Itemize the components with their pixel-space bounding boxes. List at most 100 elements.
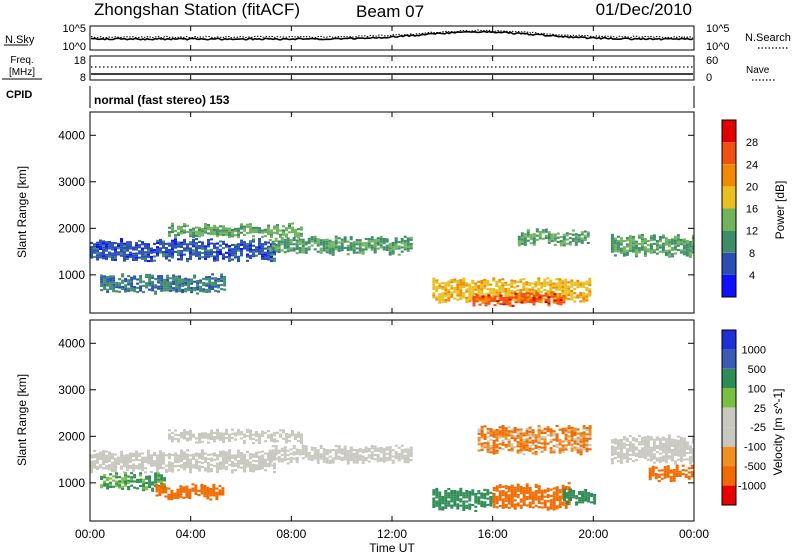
- velocity-cell: [492, 487, 496, 490]
- power-cell: [523, 293, 527, 296]
- power-cell: [649, 247, 653, 250]
- velocity-cell: [138, 452, 141, 455]
- velocity-cell: [127, 479, 131, 482]
- power-cell: [649, 237, 653, 240]
- power-cell: [682, 249, 686, 252]
- velocity-cell: [519, 488, 523, 491]
- velocity-cell: [304, 447, 308, 450]
- power-cell: [355, 251, 359, 254]
- power-cell: [319, 251, 323, 254]
- velocity-cell: [588, 444, 592, 447]
- velocity-cell: [105, 465, 108, 468]
- power-cell: [201, 234, 204, 237]
- power-cell: [261, 251, 264, 254]
- power-cell: [444, 298, 448, 301]
- power-cell: [409, 247, 413, 250]
- velocity-cell: [510, 501, 514, 504]
- power-cell: [685, 248, 689, 251]
- power-cell: [337, 241, 341, 244]
- power-cell: [237, 245, 240, 248]
- velocity-cell: [525, 434, 529, 437]
- power-cell: [553, 299, 557, 302]
- power-cell: [168, 255, 171, 258]
- power-cell: [397, 247, 401, 250]
- velocity-cell: [489, 502, 493, 505]
- velocity-cell: [109, 481, 113, 484]
- power-cell: [177, 245, 180, 248]
- power-cell: [546, 292, 550, 295]
- power-cell: [156, 252, 159, 255]
- velocity-cell: [156, 465, 159, 468]
- power-cell: [334, 241, 338, 244]
- velocity-cell: [652, 457, 656, 460]
- noise-left-tick-top: 10^5: [62, 23, 86, 35]
- power-cell: [385, 240, 389, 243]
- power-cell: [231, 243, 234, 246]
- power-cell: [90, 250, 93, 253]
- power-cell: [459, 289, 463, 292]
- velocity-cell: [510, 503, 514, 506]
- velocity-cell: [189, 436, 192, 439]
- power-cell: [391, 252, 395, 255]
- velocity-cell: [216, 429, 219, 432]
- velocity-cell: [513, 445, 517, 448]
- velocity-cell: [231, 454, 234, 457]
- power-cell: [210, 242, 213, 245]
- power-cell: [274, 246, 278, 249]
- velocity-cell: [631, 453, 635, 456]
- velocity-cell: [133, 480, 137, 483]
- velocity-cell: [474, 499, 478, 502]
- power-cell: [564, 278, 568, 281]
- velocity-cell: [385, 446, 389, 449]
- velocity-cell: [646, 454, 650, 457]
- power-cell: [162, 244, 165, 247]
- power-cell: [328, 248, 332, 251]
- power-cell: [565, 232, 569, 235]
- power-cell: [204, 251, 207, 254]
- velocity-cell: [444, 500, 448, 503]
- power-cell: [520, 240, 524, 243]
- velocity-cell: [658, 446, 662, 449]
- velocity-cell: [676, 454, 680, 457]
- power-cell: [301, 242, 305, 245]
- velocity-cell: [581, 501, 585, 504]
- power-cell: [349, 236, 353, 239]
- velocity-cell: [450, 498, 454, 501]
- power-cell: [171, 248, 174, 251]
- velocity-cell: [492, 499, 496, 502]
- velocity-cell: [678, 474, 682, 477]
- power-cell: [495, 289, 499, 292]
- power-cell: [555, 278, 559, 281]
- velocity-cell: [295, 450, 299, 453]
- velocity-cell: [570, 433, 574, 436]
- power-cell: [127, 281, 131, 284]
- velocity-cell: [459, 487, 463, 490]
- power-cell: [634, 249, 638, 252]
- velocity-cell: [522, 495, 526, 498]
- velocity-cell: [409, 450, 413, 453]
- power-cell: [673, 244, 677, 247]
- velocity-cell: [575, 503, 579, 506]
- velocity-cell: [141, 465, 144, 468]
- velocity-cell: [186, 464, 189, 467]
- power-cell: [490, 299, 494, 302]
- velocity-cell: [507, 444, 511, 447]
- velocity-cell: [355, 461, 359, 464]
- power-cell: [667, 253, 671, 256]
- power-cell: [199, 281, 203, 284]
- power-cell: [453, 291, 457, 294]
- velocity-cell: [525, 496, 529, 499]
- power-cell: [535, 291, 539, 294]
- power-cell: [676, 240, 680, 243]
- power-cell: [231, 254, 234, 257]
- velocity-cell: [664, 448, 668, 451]
- velocity-cell: [534, 436, 538, 439]
- velocity-cell: [619, 438, 623, 441]
- velocity-cell: [561, 444, 565, 447]
- velocity-cell: [177, 440, 180, 443]
- power-cell: [352, 245, 356, 248]
- power-cell: [147, 260, 150, 263]
- velocity-cell: [468, 507, 472, 510]
